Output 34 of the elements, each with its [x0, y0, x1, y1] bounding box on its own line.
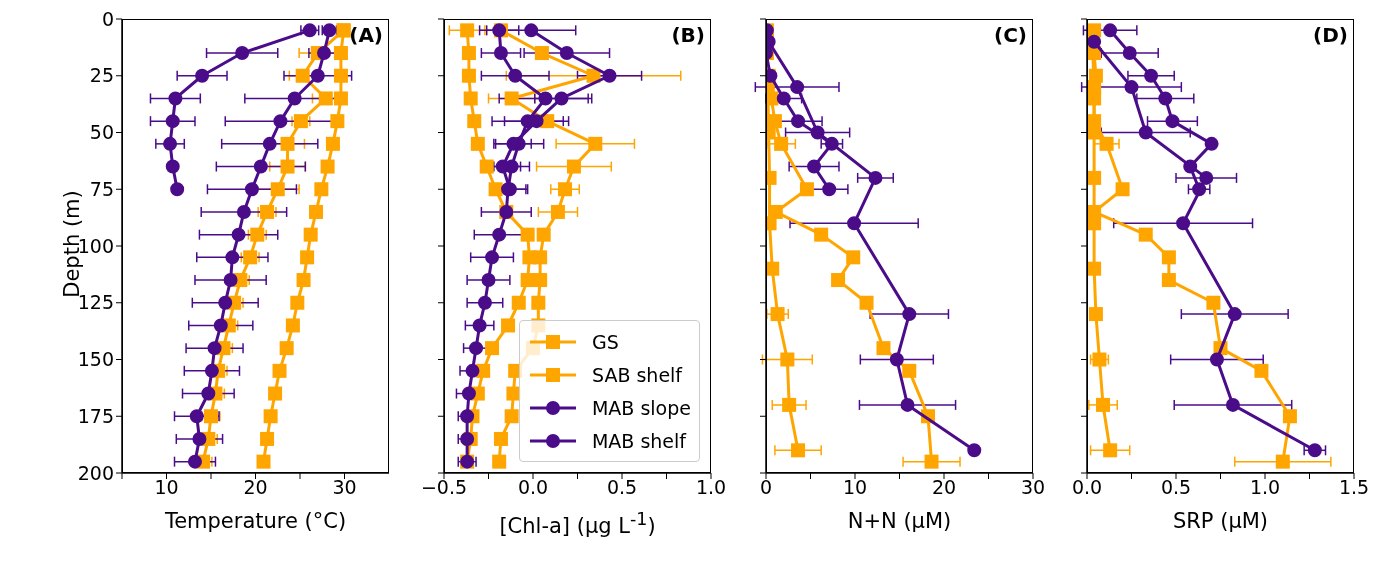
x-tick-label: 10 [154, 476, 179, 499]
x-tick-label: 20 [243, 476, 268, 499]
x-tick-label: 30 [1020, 476, 1046, 499]
x-axis-title: N+N (μM) [846, 509, 953, 533]
legend-label: GS [591, 330, 619, 353]
x-tick-label: 0.5 [606, 476, 638, 499]
annotation: (B) [671, 23, 705, 47]
annotation: (C) [994, 23, 1027, 47]
x-tick-label: 0 [759, 476, 773, 499]
y-tick-label: 50 [89, 121, 114, 144]
x-tick-label: 0.0 [1071, 476, 1103, 499]
x-axis-title: [Chl-a] (μg L$^{-1}$) [498, 509, 657, 538]
x-tick-label: 1.0 [695, 476, 727, 499]
y-tick-label: 200 [77, 461, 114, 484]
x-tick-label: 1.5 [1338, 476, 1370, 499]
annotation: (A) [349, 23, 383, 47]
y-tick-label: 175 [77, 404, 114, 427]
annotation: (D) [1313, 23, 1348, 47]
legend-label: MAB slope [591, 396, 691, 419]
y-tick-label: 25 [89, 64, 114, 87]
x-axis-title: Temperature (°C) [163, 509, 348, 533]
x-tick-label: 30 [332, 476, 357, 499]
y-tick-label: 150 [77, 348, 114, 371]
x-tick-label: −0.5 [420, 476, 468, 499]
x-axis-title: SRP (μM) [1171, 509, 1270, 533]
legend-label: MAB shelf [591, 429, 687, 452]
x-tick-label: 0.5 [1160, 476, 1192, 499]
y-tick-label: 0 [101, 7, 114, 30]
x-tick-label: 10 [842, 476, 868, 499]
legend-label: SAB shelf [591, 363, 683, 386]
x-tick-label: 0.0 [517, 476, 549, 499]
y-tick-label: 75 [89, 177, 114, 200]
x-tick-label: 1.0 [1249, 476, 1281, 499]
x-tick-label: 20 [931, 476, 957, 499]
